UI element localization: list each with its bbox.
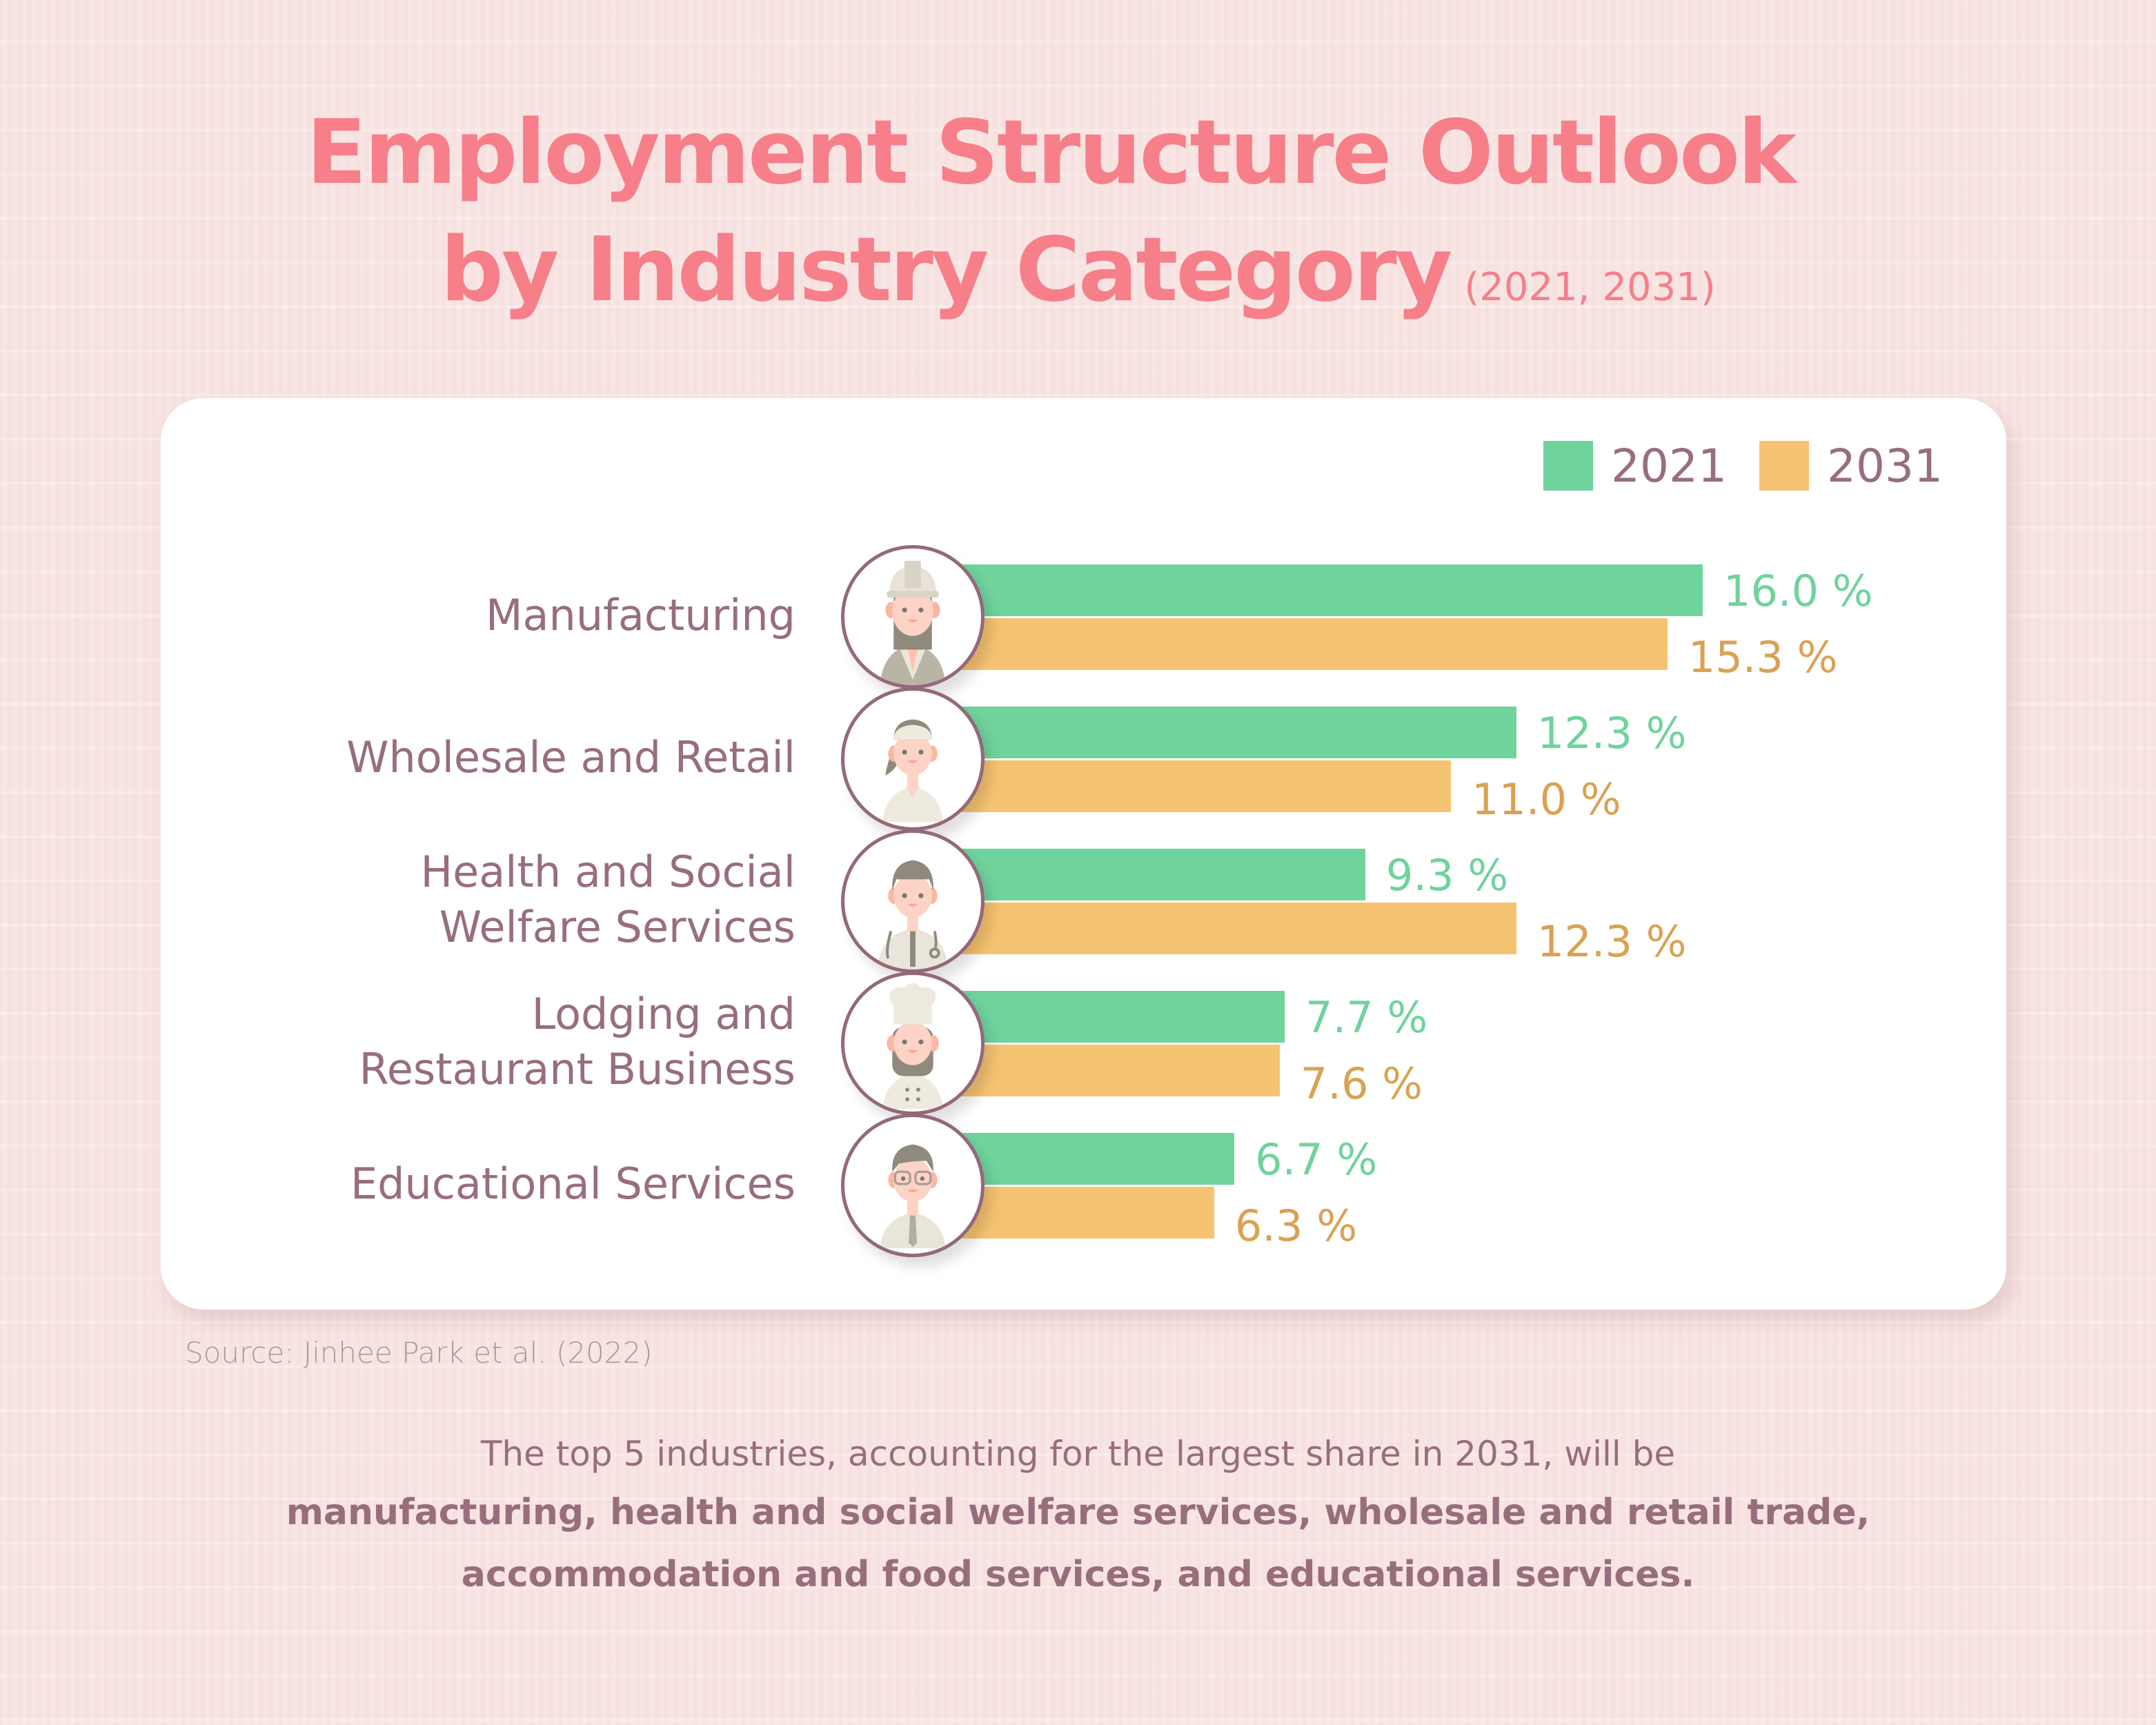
construction-worker-icon bbox=[841, 545, 985, 689]
category-label-line: Lodging and bbox=[531, 989, 795, 1039]
category-label-2: Wholesale and Retail bbox=[346, 730, 795, 785]
legend-swatch-2031 bbox=[1759, 441, 1809, 491]
category-label-line: Welfare Services bbox=[439, 902, 795, 952]
category-label-4: Lodging and Restaurant Business bbox=[359, 987, 795, 1097]
source-note: Source: Jinhee Park et al. (2022) bbox=[185, 1336, 653, 1370]
value-label-2021-3: 9.3 % bbox=[1385, 850, 1509, 900]
value-label-2031-4: 7.6 % bbox=[1300, 1058, 1423, 1109]
value-label-2031-3: 12.3 % bbox=[1536, 916, 1687, 967]
value-label-2021-4: 7.7 % bbox=[1305, 992, 1428, 1043]
category-label-line: Educational Services bbox=[350, 1159, 795, 1209]
value-label-2021-1: 16.0 % bbox=[1723, 566, 1873, 616]
value-label-2031-5: 6.3 % bbox=[1234, 1201, 1358, 1251]
legend-item-2031: 2031 bbox=[1759, 439, 1943, 493]
chart-title-line2: by Industry Category (2021, 2031) bbox=[0, 226, 2156, 315]
legend-label-2031: 2031 bbox=[1827, 439, 1943, 493]
value-label-2021-2: 12.3 % bbox=[1536, 708, 1687, 758]
value-label-2031-2: 11.0 % bbox=[1472, 774, 1621, 825]
legend-item-2021: 2021 bbox=[1543, 439, 1727, 493]
legend-label-2021: 2021 bbox=[1611, 439, 1727, 493]
value-label-2031-1: 15.3 % bbox=[1688, 632, 1838, 682]
chart-subtitle: (2021, 2031) bbox=[1464, 265, 1716, 310]
bar-2031-3 bbox=[897, 903, 1516, 954]
bar-2021-1 bbox=[897, 564, 1703, 616]
retail-worker-icon bbox=[841, 687, 985, 831]
category-label-3: Health and Social Welfare Services bbox=[421, 845, 795, 955]
chart-title-line2-text: by Industry Category bbox=[440, 219, 1452, 322]
value-label-2021-5: 6.7 % bbox=[1255, 1134, 1378, 1185]
bar-2031-1 bbox=[897, 618, 1668, 670]
doctor-icon bbox=[841, 829, 985, 973]
category-label-5: Educational Services bbox=[350, 1156, 795, 1212]
bar-2021-2 bbox=[897, 707, 1516, 758]
summary-line-3: accommodation and food services, and edu… bbox=[461, 1554, 1695, 1595]
bar-2031-2 bbox=[897, 760, 1451, 812]
category-label-line: Wholesale and Retail bbox=[346, 732, 795, 782]
category-label-line: Manufacturing bbox=[486, 590, 795, 640]
summary-line-1: The top 5 industries, accounting for the… bbox=[480, 1434, 1676, 1474]
teacher-icon bbox=[841, 1114, 985, 1257]
category-label-line: Health and Social bbox=[420, 847, 795, 897]
category-label-1: Manufacturing bbox=[486, 588, 795, 643]
chef-icon bbox=[841, 972, 985, 1115]
chart-title-line1: Employment Structure Outlook bbox=[306, 101, 1797, 204]
category-label-line: Restaurant Business bbox=[359, 1044, 795, 1094]
legend-swatch-2021 bbox=[1543, 441, 1593, 491]
summary-line-2: manufacturing, health and social welfare… bbox=[286, 1492, 1870, 1533]
